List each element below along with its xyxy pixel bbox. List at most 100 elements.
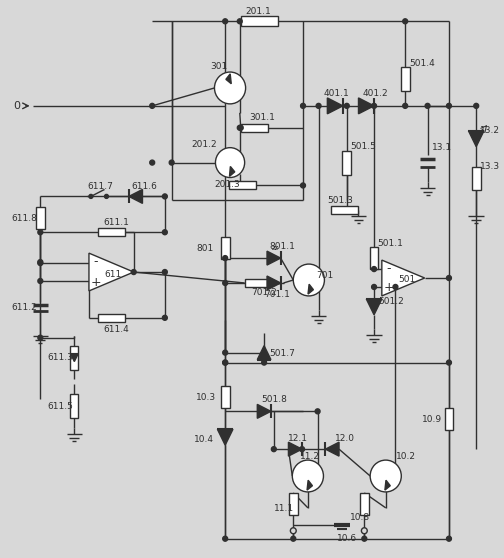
Circle shape (223, 350, 228, 355)
Polygon shape (288, 442, 302, 456)
Text: 611: 611 (105, 270, 122, 278)
Bar (401, 67, 410, 91)
Polygon shape (327, 98, 343, 114)
Text: 501.8: 501.8 (261, 395, 287, 404)
Bar (98, 228, 125, 236)
Text: -: - (94, 255, 98, 268)
Circle shape (344, 103, 349, 108)
Circle shape (371, 285, 376, 290)
Bar (342, 151, 351, 175)
Text: 12.0: 12.0 (335, 434, 355, 442)
Text: 501.1: 501.1 (377, 239, 403, 248)
Text: 611.8: 611.8 (11, 214, 37, 223)
Circle shape (169, 160, 174, 165)
Text: 801: 801 (196, 244, 213, 253)
Polygon shape (129, 190, 143, 203)
Text: 10.2: 10.2 (396, 451, 415, 460)
Polygon shape (71, 354, 78, 362)
Text: 611.5: 611.5 (47, 402, 73, 411)
Bar (445, 408, 454, 430)
Text: 10.9: 10.9 (422, 415, 442, 424)
Text: 801.1: 801.1 (269, 242, 295, 251)
Text: 11.2: 11.2 (300, 451, 320, 460)
Text: 201.2: 201.2 (191, 140, 217, 149)
Circle shape (371, 267, 376, 272)
Circle shape (38, 261, 43, 266)
Bar (241, 124, 268, 132)
Polygon shape (257, 345, 271, 359)
Circle shape (262, 360, 267, 365)
Text: 501.2: 501.2 (378, 297, 404, 306)
Circle shape (447, 536, 452, 541)
Bar (241, 16, 278, 26)
Circle shape (300, 103, 305, 108)
Text: 501.4: 501.4 (409, 59, 435, 68)
Circle shape (425, 103, 430, 108)
Circle shape (150, 103, 155, 108)
Circle shape (223, 536, 228, 541)
Circle shape (89, 194, 93, 199)
Text: 11.1: 11.1 (274, 504, 294, 513)
Circle shape (403, 19, 408, 24)
Text: 10.3: 10.3 (196, 393, 216, 402)
Text: 201.3: 201.3 (215, 180, 240, 189)
Bar (360, 493, 369, 515)
Polygon shape (382, 260, 425, 296)
Text: 301.1: 301.1 (249, 113, 275, 122)
Circle shape (290, 528, 296, 533)
Circle shape (474, 103, 479, 108)
Circle shape (393, 285, 398, 290)
Text: 611.1: 611.1 (103, 218, 130, 227)
Bar (229, 181, 257, 190)
Circle shape (215, 72, 245, 104)
Text: 0: 0 (13, 101, 20, 111)
Circle shape (292, 460, 324, 492)
Text: 701.1: 701.1 (264, 290, 290, 300)
Polygon shape (267, 276, 281, 290)
Polygon shape (267, 251, 281, 265)
Bar (36, 208, 45, 229)
Polygon shape (257, 405, 271, 418)
Text: 13.1: 13.1 (431, 143, 452, 152)
Text: zz: zz (272, 245, 279, 251)
Circle shape (215, 148, 244, 177)
Polygon shape (226, 74, 231, 84)
Text: 10.6: 10.6 (337, 534, 357, 543)
Circle shape (361, 528, 367, 533)
Polygon shape (358, 98, 374, 114)
Circle shape (238, 125, 243, 130)
Circle shape (315, 409, 320, 414)
Bar (289, 493, 298, 515)
Text: 501.5: 501.5 (351, 142, 376, 151)
Text: 701.2: 701.2 (251, 288, 277, 297)
Circle shape (447, 276, 452, 281)
Circle shape (223, 256, 228, 261)
Text: 10.4: 10.4 (194, 435, 214, 444)
Circle shape (162, 315, 167, 320)
Text: 501.3: 501.3 (327, 196, 353, 205)
Polygon shape (217, 429, 233, 445)
Bar (221, 387, 229, 408)
Circle shape (38, 259, 43, 264)
Polygon shape (468, 131, 484, 147)
Circle shape (38, 278, 43, 283)
Text: 10.8: 10.8 (350, 513, 370, 522)
Bar (98, 314, 125, 322)
Circle shape (370, 460, 401, 492)
Bar (369, 247, 379, 269)
Circle shape (223, 360, 228, 365)
Circle shape (162, 270, 167, 275)
Bar (331, 206, 358, 214)
Text: 12.1: 12.1 (287, 434, 307, 442)
Circle shape (299, 446, 304, 451)
Bar (71, 345, 78, 369)
Circle shape (38, 335, 43, 340)
Circle shape (237, 125, 242, 130)
Text: 611.4: 611.4 (103, 325, 130, 334)
Polygon shape (308, 284, 313, 294)
Text: 401.1: 401.1 (324, 89, 349, 98)
Text: 201.1: 201.1 (245, 7, 271, 16)
Polygon shape (326, 442, 339, 456)
Circle shape (300, 183, 305, 188)
Text: 611.2: 611.2 (11, 304, 37, 312)
